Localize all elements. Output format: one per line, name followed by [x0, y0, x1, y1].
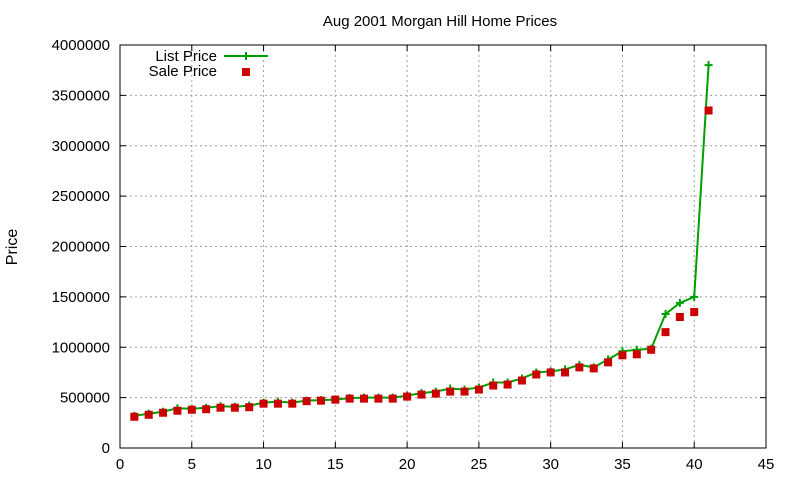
sale-price-point [690, 307, 699, 316]
y-tick-label: 2000000 [52, 239, 110, 256]
sale-price-point [202, 405, 211, 414]
sale-price-point [302, 397, 311, 406]
sale-price-point [403, 392, 412, 401]
sale-price-point [331, 395, 340, 404]
sale-price-point [546, 368, 555, 377]
sale-price-point [632, 350, 641, 359]
y-tick-label: 2500000 [52, 188, 110, 205]
sale-price-point [144, 410, 153, 419]
x-tick-label: 5 [188, 456, 196, 473]
sale-price-point [589, 364, 598, 373]
x-tick-label: 35 [614, 456, 631, 473]
sale-price-point [532, 370, 541, 379]
sale-price-point [446, 387, 455, 396]
sale-price-point [417, 390, 426, 399]
sale-price-point [230, 403, 239, 412]
sale-price-point [704, 106, 713, 115]
sale-price-point [460, 387, 469, 396]
sale-price-point [604, 358, 613, 367]
list-price-point [704, 61, 713, 70]
x-tick-label: 0 [116, 456, 124, 473]
sale-price-point [345, 394, 354, 403]
x-tick-label: 25 [471, 456, 488, 473]
sale-price-point [618, 351, 627, 360]
y-tick-label: 1000000 [52, 339, 110, 356]
sale-price-point [517, 376, 526, 385]
sale-price-point [489, 381, 498, 390]
y-tick-label: 1500000 [52, 289, 110, 306]
axes: 0 5 10 15 20 25 30 35 40 45 0 500000 1000000 1500000 2… [52, 37, 775, 473]
sale-price-point [647, 345, 656, 354]
chart-title: Aug 2001 Morgan Hill Home Prices [323, 13, 557, 30]
legend-marker-list-price [242, 52, 250, 60]
legend-label-list-price: List Price [155, 48, 217, 65]
legend-label-sale-price: Sale Price [149, 63, 217, 80]
sale-price-point [159, 408, 168, 417]
sale-price-point [474, 385, 483, 394]
x-tick-label: 15 [327, 456, 344, 473]
y-tick-label: 500000 [60, 390, 110, 407]
legend: List Price Sale Price [149, 48, 268, 80]
sale-price-point [374, 394, 383, 403]
x-tick-label: 10 [255, 456, 272, 473]
x-tick-label: 30 [542, 456, 559, 473]
x-tick-label: 20 [399, 456, 416, 473]
sale-price-point [561, 368, 570, 377]
y-axis-label: Price [4, 229, 21, 266]
sale-price-point [245, 403, 254, 412]
y-tick-label: 0 [102, 440, 110, 457]
sale-price-point [130, 412, 139, 421]
sale-price-point [388, 394, 397, 403]
sale-price-point [431, 389, 440, 398]
sale-price-point [503, 380, 512, 389]
grid [120, 45, 766, 448]
x-tick-label: 40 [686, 456, 703, 473]
x-tick-label: 45 [758, 456, 775, 473]
y-tick-label: 4000000 [52, 37, 110, 54]
sale-price-point [316, 396, 325, 405]
sale-price-point [360, 394, 369, 403]
sale-price-point [259, 399, 268, 408]
sale-price-point [288, 399, 297, 408]
list-price-point [690, 292, 699, 301]
sale-price-point [661, 328, 670, 337]
sale-price-point [187, 405, 196, 414]
sale-price-point [675, 313, 684, 322]
y-tick-label: 3500000 [52, 87, 110, 104]
y-tick-label: 3000000 [52, 138, 110, 155]
list-price-point [661, 310, 670, 319]
sale-price-point [216, 403, 225, 412]
list-price-point [675, 298, 684, 307]
sale-price-point [173, 406, 182, 415]
series-layer [130, 61, 713, 421]
legend-marker-sale-price [242, 68, 250, 76]
sale-price-point [575, 363, 584, 372]
sale-price-point [273, 399, 282, 408]
